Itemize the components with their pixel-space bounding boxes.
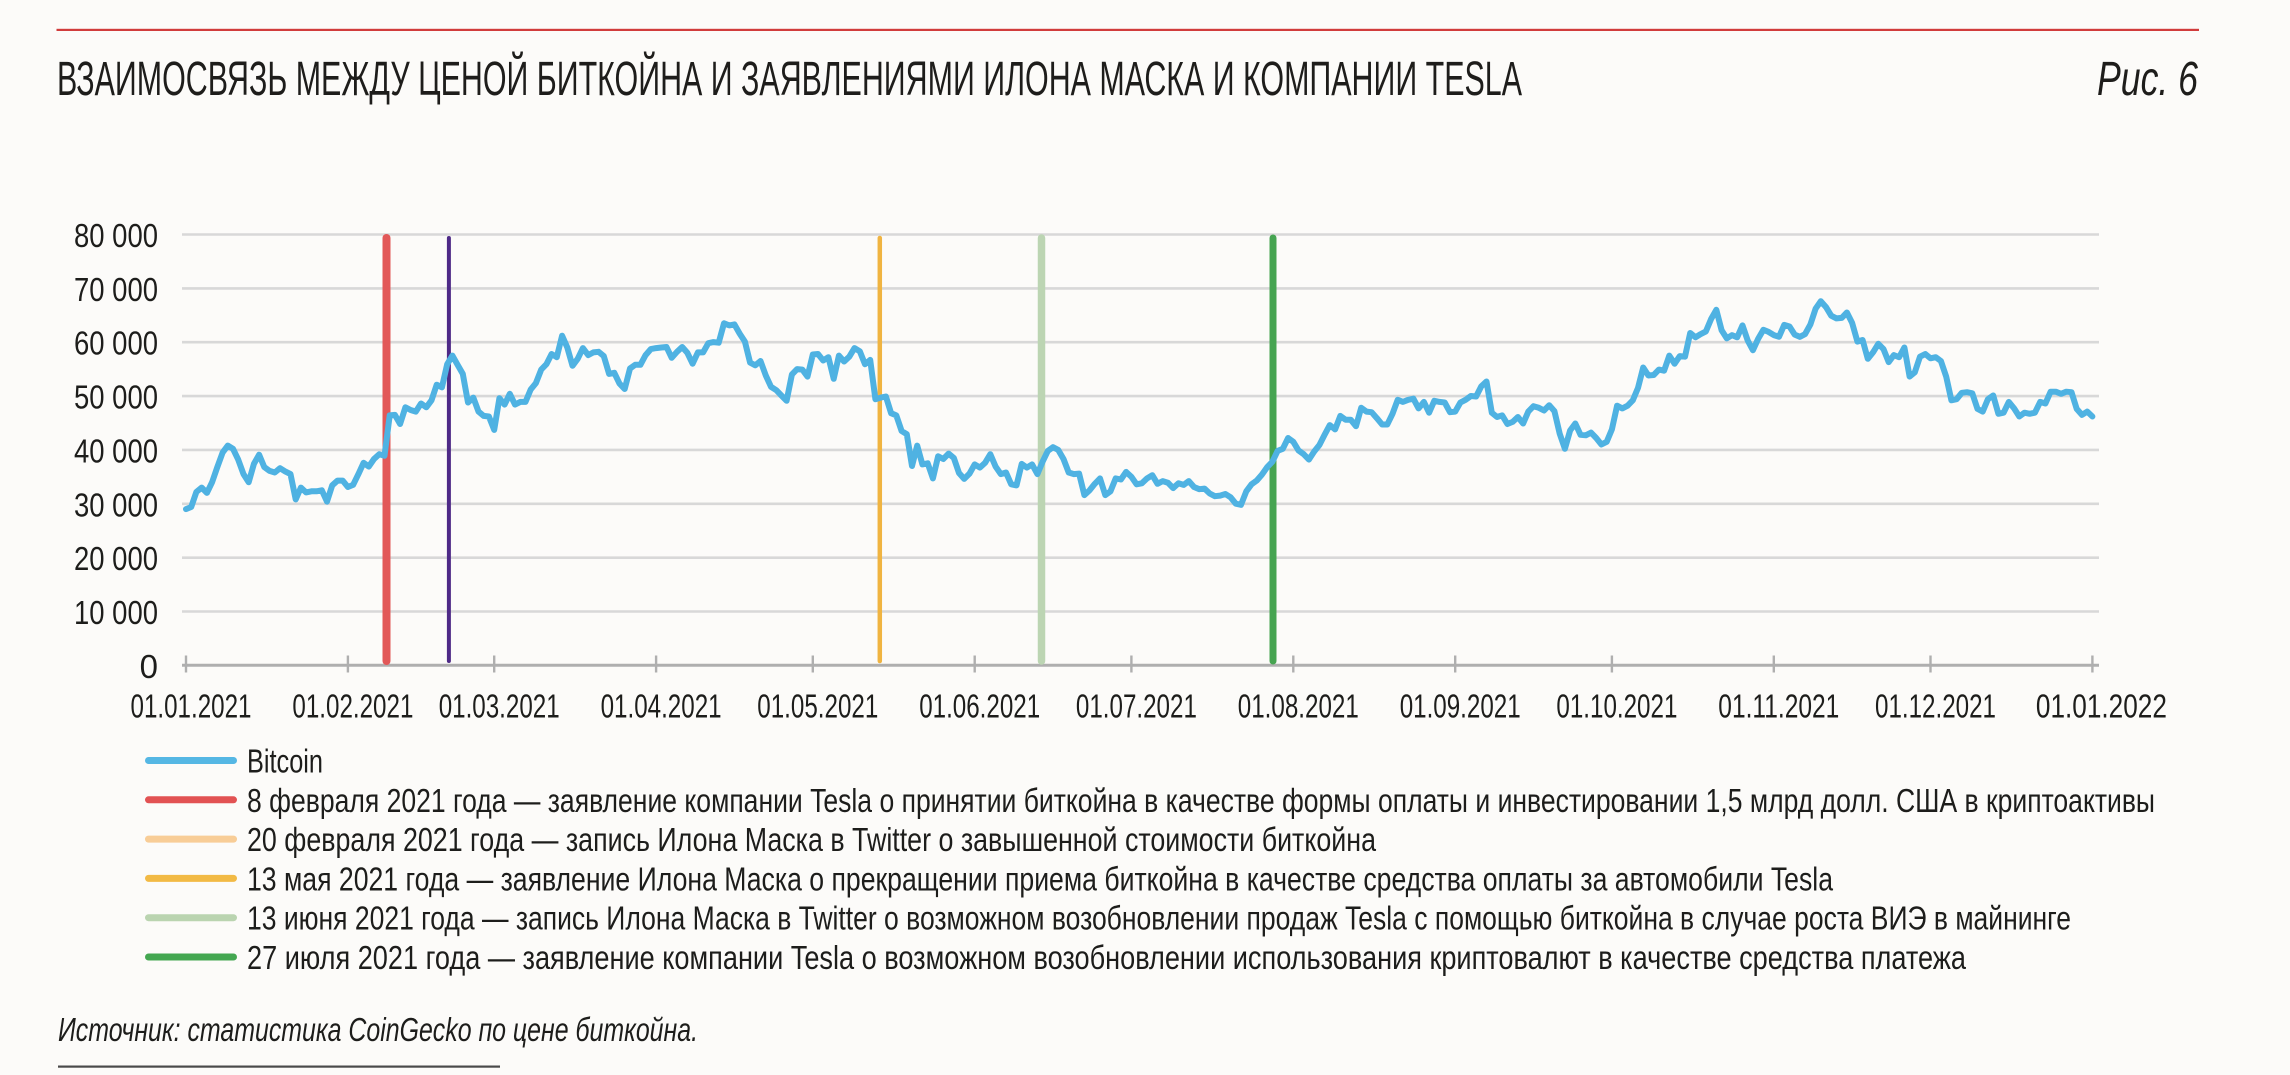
svg-text:70 000: 70 000 [74,271,158,308]
svg-text:01.08.2021: 01.08.2021 [1238,688,1359,725]
svg-text:01.04.2021: 01.04.2021 [601,688,722,725]
svg-text:01.10.2021: 01.10.2021 [1556,688,1677,725]
svg-text:50 000: 50 000 [74,379,158,416]
svg-text:13 мая 2021 года — заявление И: 13 мая 2021 года — заявление Илона Маска… [247,860,1834,897]
svg-text:01.01.2022: 01.01.2022 [2036,688,2167,725]
svg-text:ВЗАИМОСВЯЗЬ МЕЖДУ ЦЕНОЙ БИТКОЙ: ВЗАИМОСВЯЗЬ МЕЖДУ ЦЕНОЙ БИТКОЙНА И ЗАЯВЛ… [57,51,1522,106]
svg-text:01.05.2021: 01.05.2021 [757,688,878,725]
svg-text:01.02.2021: 01.02.2021 [292,688,413,725]
svg-text:60 000: 60 000 [74,325,158,362]
svg-text:01.09.2021: 01.09.2021 [1400,688,1521,725]
svg-text:Источник: статистика CoinGecko: Источник: статистика CoinGecko по цене б… [58,1011,698,1048]
svg-text:01.12.2021: 01.12.2021 [1875,688,1996,725]
svg-text:20 февраля 2021 года — запись: 20 февраля 2021 года — запись Илона Маск… [247,821,1377,858]
svg-text:10 000: 10 000 [74,594,158,631]
svg-text:01.01.2021: 01.01.2021 [131,688,252,725]
svg-text:20 000: 20 000 [74,540,158,577]
svg-text:13 июня 2021 года — запись Ило: 13 июня 2021 года — запись Илона Маска в… [247,900,2071,937]
svg-text:80 000: 80 000 [74,217,158,254]
svg-text:Bitcoin: Bitcoin [247,743,323,780]
svg-text:40 000: 40 000 [74,432,158,469]
svg-text:01.03.2021: 01.03.2021 [439,688,560,725]
svg-text:01.06.2021: 01.06.2021 [919,688,1040,725]
svg-text:Рис. 6: Рис. 6 [2097,53,2198,106]
svg-text:01.07.2021: 01.07.2021 [1076,688,1197,725]
svg-text:30 000: 30 000 [74,486,158,523]
svg-text:0: 0 [140,648,158,685]
svg-text:27 июля 2021 года — заявление: 27 июля 2021 года — заявление компании T… [247,939,1967,976]
svg-text:8 февраля 2021 года — заявлени: 8 февраля 2021 года — заявление компании… [247,782,2155,819]
svg-text:01.11.2021: 01.11.2021 [1718,688,1839,725]
